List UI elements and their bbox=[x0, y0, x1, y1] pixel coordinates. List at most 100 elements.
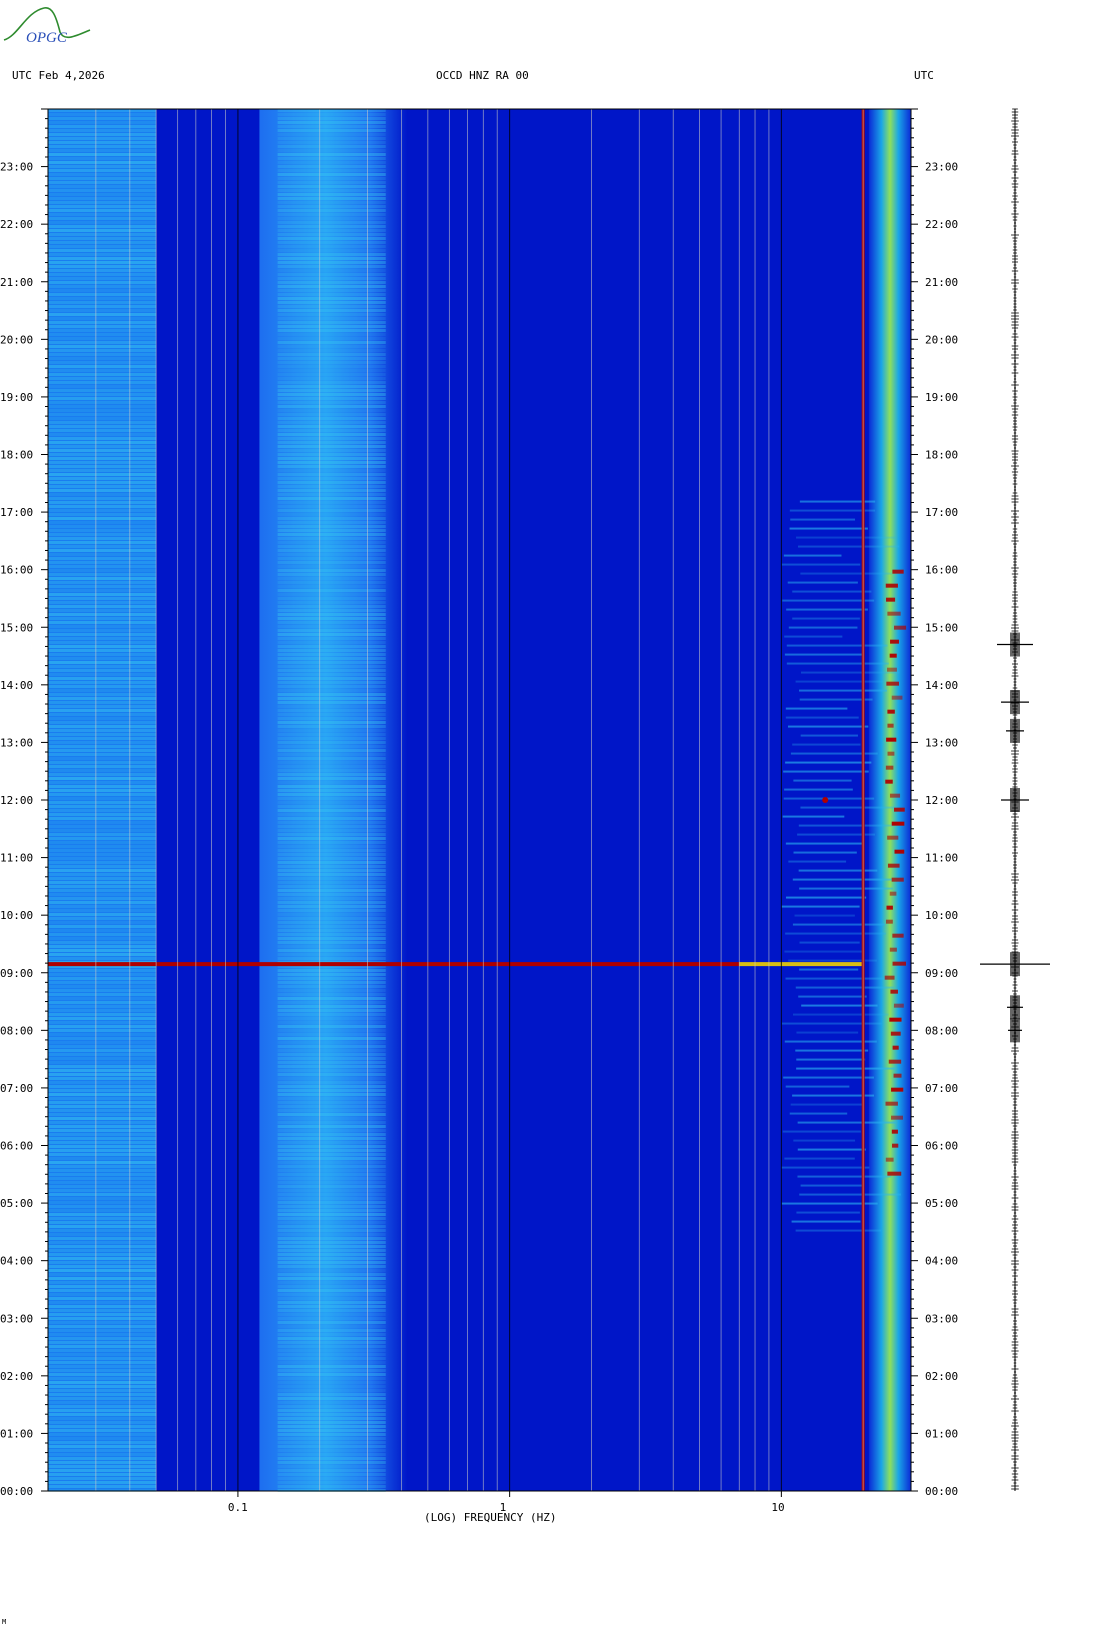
row-texture-mid bbox=[277, 957, 386, 960]
row-texture-low bbox=[48, 877, 157, 880]
row-texture-mid bbox=[277, 1485, 386, 1488]
row-texture-low bbox=[48, 649, 157, 652]
row-texture-mid bbox=[277, 1245, 386, 1248]
row-texture-low bbox=[48, 1289, 157, 1292]
hot-spot bbox=[884, 975, 895, 980]
row-texture-low bbox=[48, 801, 157, 804]
row-texture-low bbox=[48, 1341, 157, 1344]
row-texture-low bbox=[48, 1373, 157, 1376]
row-texture-mid bbox=[277, 1237, 386, 1240]
trace-event-burst bbox=[1010, 995, 1020, 1020]
hot-spot bbox=[894, 625, 907, 630]
row-texture-mid bbox=[277, 1153, 386, 1156]
row-texture-mid bbox=[277, 857, 386, 860]
row-texture-low bbox=[48, 369, 157, 372]
row-texture-low bbox=[48, 1321, 157, 1324]
row-texture-high bbox=[783, 770, 869, 773]
row-texture-low bbox=[48, 1317, 157, 1320]
row-texture-mid bbox=[277, 601, 386, 604]
row-texture-low bbox=[48, 1337, 157, 1340]
row-texture-mid bbox=[277, 849, 386, 852]
row-texture-mid bbox=[277, 1357, 386, 1360]
row-texture-mid bbox=[277, 1045, 386, 1048]
row-texture-low bbox=[48, 1413, 157, 1416]
row-texture-low bbox=[48, 661, 157, 664]
row-texture-low bbox=[48, 809, 157, 812]
row-texture-high bbox=[796, 1031, 859, 1034]
hot-spot bbox=[891, 1115, 903, 1120]
row-texture-low bbox=[48, 1281, 157, 1284]
row-texture-low bbox=[48, 733, 157, 736]
row-texture-mid bbox=[277, 725, 386, 728]
row-texture-mid bbox=[277, 425, 386, 428]
row-texture-low bbox=[48, 565, 157, 568]
row-texture-mid bbox=[277, 325, 386, 328]
row-texture-low bbox=[48, 765, 157, 768]
row-texture-low bbox=[48, 697, 157, 700]
row-texture-high bbox=[785, 707, 848, 710]
row-texture-high bbox=[781, 905, 860, 908]
row-texture-low bbox=[48, 1125, 157, 1128]
row-texture-low bbox=[48, 229, 157, 232]
row-texture-mid bbox=[277, 693, 386, 696]
row-texture-high bbox=[784, 950, 865, 953]
row-texture-low bbox=[48, 329, 157, 332]
row-texture-mid bbox=[277, 1377, 386, 1380]
row-texture-mid bbox=[277, 841, 386, 844]
row-texture-low bbox=[48, 341, 157, 344]
row-texture-mid bbox=[277, 1085, 386, 1088]
row-texture-mid bbox=[277, 161, 386, 164]
row-texture-mid bbox=[277, 873, 386, 876]
row-texture-low bbox=[48, 193, 157, 196]
row-texture-high bbox=[797, 833, 875, 836]
row-texture-mid bbox=[277, 721, 386, 724]
hot-spot bbox=[887, 863, 900, 868]
y-tick-label-right: 19:00 bbox=[925, 391, 958, 404]
row-texture-low bbox=[48, 1353, 157, 1356]
y-tick-label-left: 07:00 bbox=[0, 1082, 33, 1095]
hot-spot bbox=[889, 891, 897, 896]
row-texture-low bbox=[48, 1249, 157, 1252]
row-texture-low bbox=[48, 505, 157, 508]
row-texture-high bbox=[793, 1139, 856, 1142]
row-texture-low bbox=[48, 701, 157, 704]
hot-spot bbox=[891, 1129, 898, 1134]
row-texture-high bbox=[790, 752, 878, 755]
row-texture-mid bbox=[277, 293, 386, 296]
row-texture-mid bbox=[277, 1413, 386, 1416]
row-texture-low bbox=[48, 373, 157, 376]
row-texture-low bbox=[48, 533, 157, 536]
y-tick-label-left: 11:00 bbox=[0, 852, 33, 865]
row-texture-mid bbox=[277, 885, 386, 888]
row-texture-low bbox=[48, 609, 157, 612]
row-texture-high bbox=[798, 824, 894, 827]
row-texture-low bbox=[48, 633, 157, 636]
row-texture-low bbox=[48, 597, 157, 600]
row-texture-high bbox=[787, 581, 858, 584]
row-texture-mid bbox=[277, 305, 386, 308]
row-texture-mid bbox=[277, 245, 386, 248]
row-texture-low bbox=[48, 561, 157, 564]
row-texture-mid bbox=[277, 805, 386, 808]
row-texture-mid bbox=[277, 621, 386, 624]
row-texture-low bbox=[48, 1385, 157, 1388]
row-texture-mid bbox=[277, 1089, 386, 1092]
row-texture-low bbox=[48, 841, 157, 844]
row-texture-low bbox=[48, 929, 157, 932]
row-texture-low bbox=[48, 873, 157, 876]
row-texture-low bbox=[48, 573, 157, 576]
row-texture-mid bbox=[277, 133, 386, 136]
y-tick-label-left: 20:00 bbox=[0, 333, 33, 346]
row-texture-mid bbox=[277, 997, 386, 1000]
row-texture-low bbox=[48, 1277, 157, 1280]
row-texture-low bbox=[48, 981, 157, 984]
row-texture-low bbox=[48, 1133, 157, 1136]
row-texture-mid bbox=[277, 569, 386, 572]
row-texture-low bbox=[48, 437, 157, 440]
row-texture-mid bbox=[277, 585, 386, 588]
row-texture-mid bbox=[277, 789, 386, 792]
x-tick-label: 1 bbox=[500, 1501, 507, 1514]
row-texture-low bbox=[48, 1397, 157, 1400]
row-texture-mid bbox=[277, 1217, 386, 1220]
row-texture-low bbox=[48, 777, 157, 780]
